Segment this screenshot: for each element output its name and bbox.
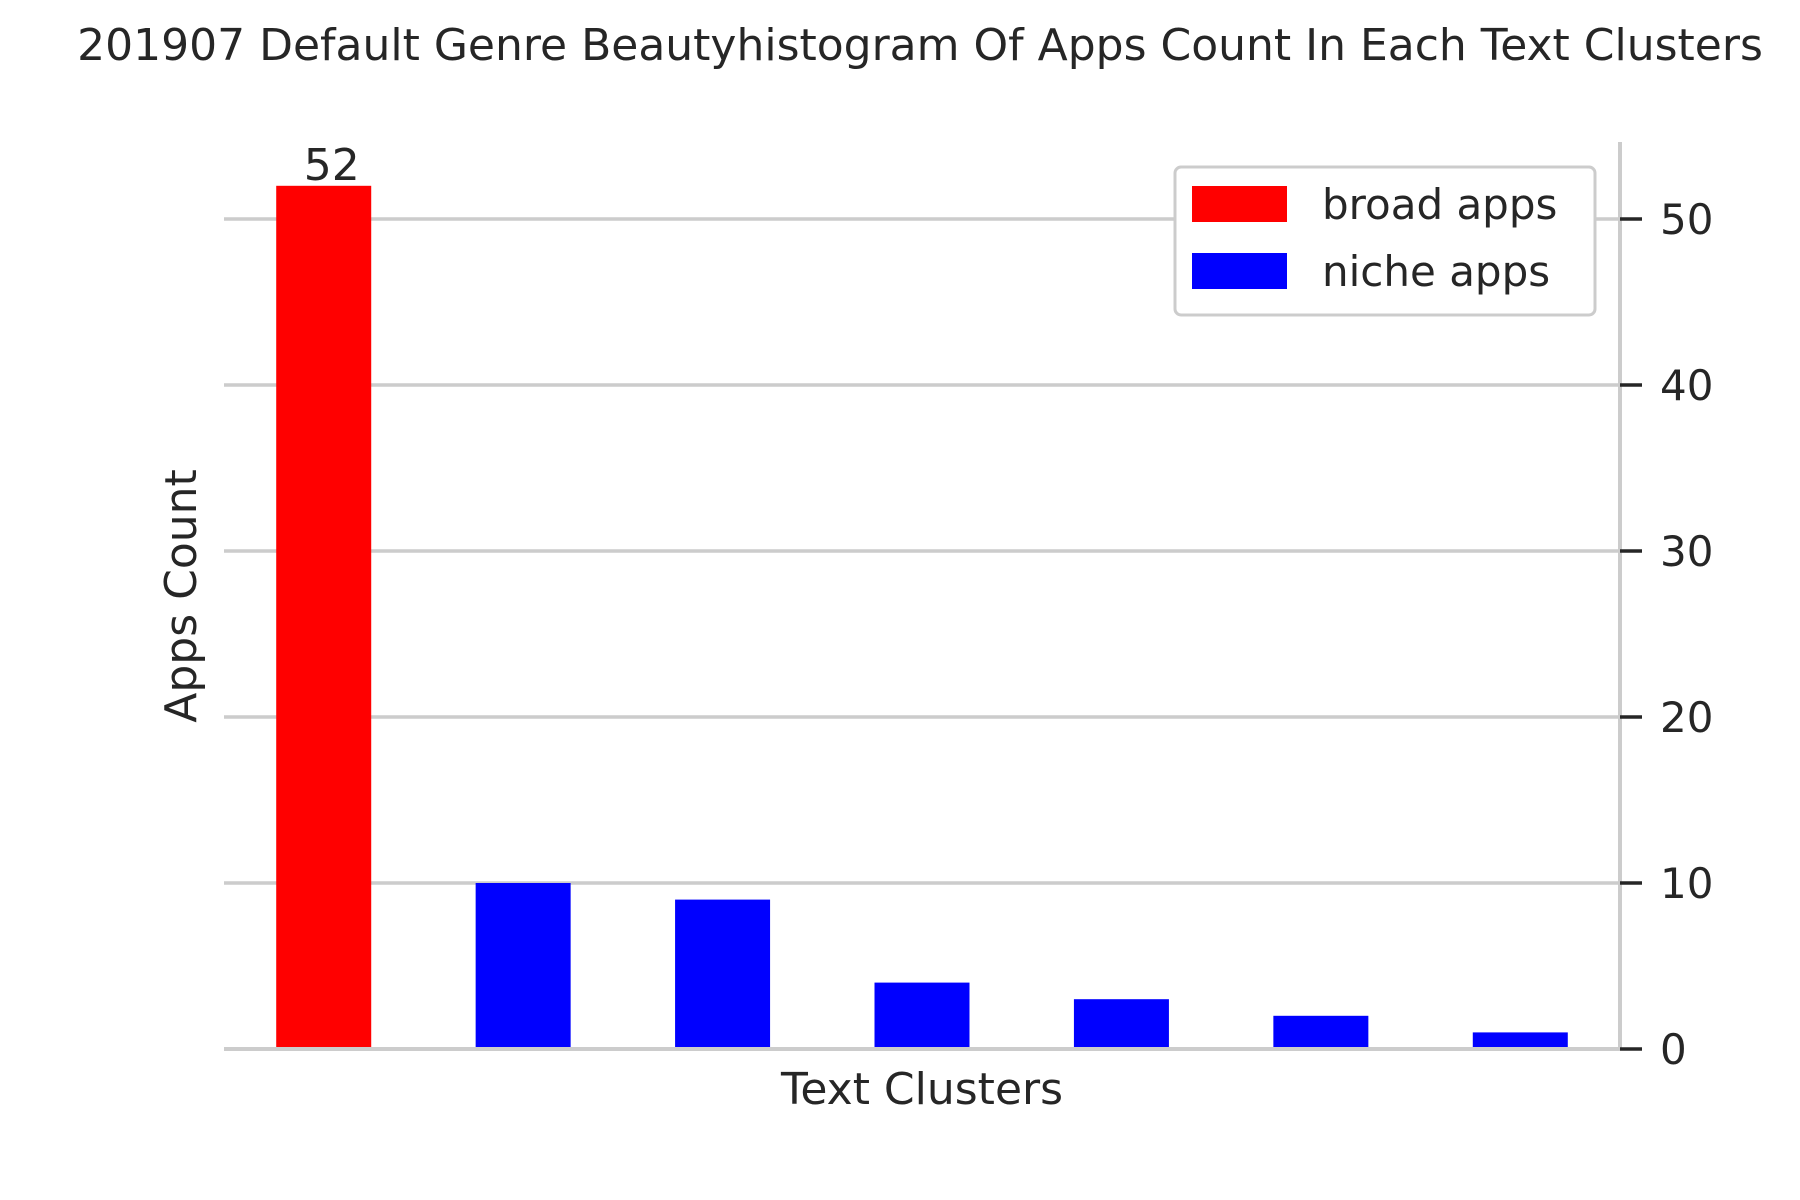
grid-lines bbox=[224, 217, 1620, 885]
bar-value-label: 52 bbox=[304, 140, 360, 191]
y-axis-label: Apps Count bbox=[156, 469, 207, 723]
y-tick-label: 40 bbox=[1660, 361, 1713, 410]
y-tick-label: 0 bbox=[1660, 1025, 1687, 1074]
bar-5 bbox=[1073, 999, 1169, 1049]
bar-4 bbox=[874, 982, 970, 1049]
legend-swatch-broad-apps bbox=[1192, 186, 1287, 222]
legend-swatch-niche-apps bbox=[1192, 253, 1287, 289]
x-axis-label: Text Clusters bbox=[780, 1064, 1063, 1115]
y-tick-label: 50 bbox=[1660, 195, 1713, 244]
bar-2 bbox=[475, 883, 571, 1049]
bars bbox=[276, 185, 1568, 1050]
bar-3 bbox=[675, 899, 771, 1049]
legend-label-niche-apps: niche apps bbox=[1322, 247, 1550, 296]
bar-labels: 52 bbox=[304, 140, 360, 191]
bar-7 bbox=[1472, 1032, 1568, 1049]
y-tick-label: 10 bbox=[1660, 859, 1713, 908]
y-ticks: 0 10 20 30 40 50 bbox=[1620, 195, 1713, 1074]
chart-title: 201907 Default Genre Beautyhistogram Of … bbox=[77, 20, 1763, 71]
y-tick-label: 30 bbox=[1660, 527, 1713, 576]
legend: broad apps niche apps bbox=[1173, 165, 1597, 317]
y-tick-label: 20 bbox=[1660, 693, 1713, 742]
legend-label-broad-apps: broad apps bbox=[1322, 180, 1557, 229]
bar-1 bbox=[276, 185, 372, 1050]
bar-6 bbox=[1273, 1015, 1369, 1049]
